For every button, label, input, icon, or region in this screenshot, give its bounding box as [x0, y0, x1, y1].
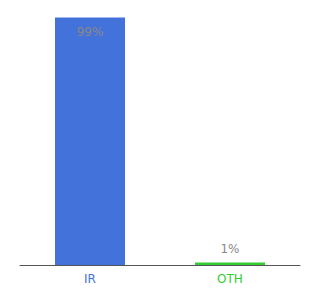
svg-text:OTH: OTH	[217, 272, 243, 286]
svg-text:1%: 1%	[220, 242, 239, 256]
svg-text:IR: IR	[84, 272, 96, 286]
svg-text:99%: 99%	[77, 25, 104, 39]
